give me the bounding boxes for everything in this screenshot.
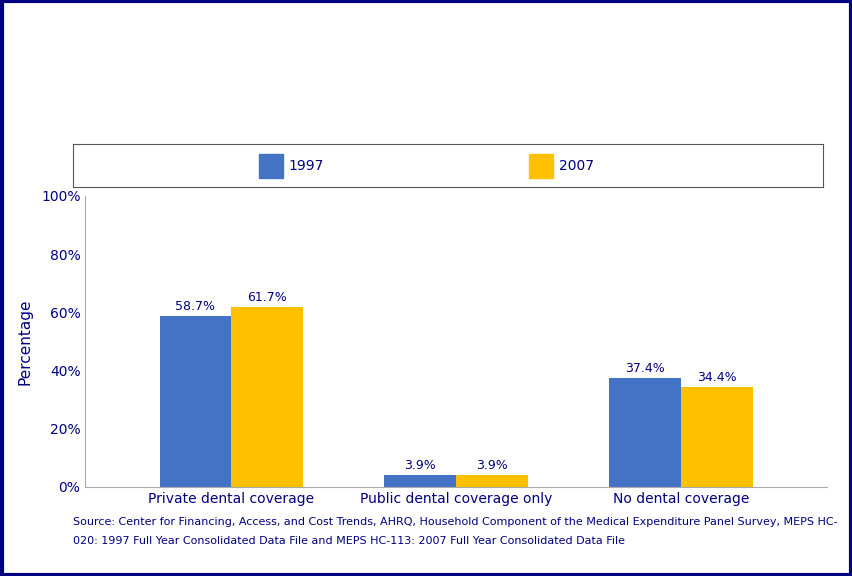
Text: 3.9%: 3.9%: [476, 460, 508, 472]
Bar: [681, 386, 752, 487]
Bar: [456, 475, 527, 487]
Text: 1997: 1997: [288, 158, 324, 173]
Text: 37.4%: 37.4%: [625, 362, 665, 375]
Text: 020: 1997 Full Year Consolidated Data File and MEPS HC-113: 2007 Full Year Conso: 020: 1997 Full Year Consolidated Data Fi…: [72, 536, 624, 546]
Text: Source: Center for Financing, Access, and Cost Trends, AHRQ, Household Component: Source: Center for Financing, Access, an…: [72, 517, 836, 527]
Text: Figure 1c. Percentage of adults ages 45–64
according to dental coverage status: : Figure 1c. Percentage of adults ages 45–…: [261, 30, 757, 95]
Text: 2007: 2007: [558, 158, 593, 173]
Bar: [608, 378, 681, 487]
Text: 34.4%: 34.4%: [697, 371, 736, 384]
Bar: [159, 316, 231, 487]
Text: 61.7%: 61.7%: [247, 291, 287, 304]
Bar: [258, 153, 282, 177]
Bar: [231, 307, 303, 487]
Bar: [528, 153, 552, 177]
Text: 58.7%: 58.7%: [176, 300, 216, 313]
Bar: [384, 475, 456, 487]
Text: 3.9%: 3.9%: [404, 460, 435, 472]
Y-axis label: Percentage: Percentage: [18, 298, 32, 385]
